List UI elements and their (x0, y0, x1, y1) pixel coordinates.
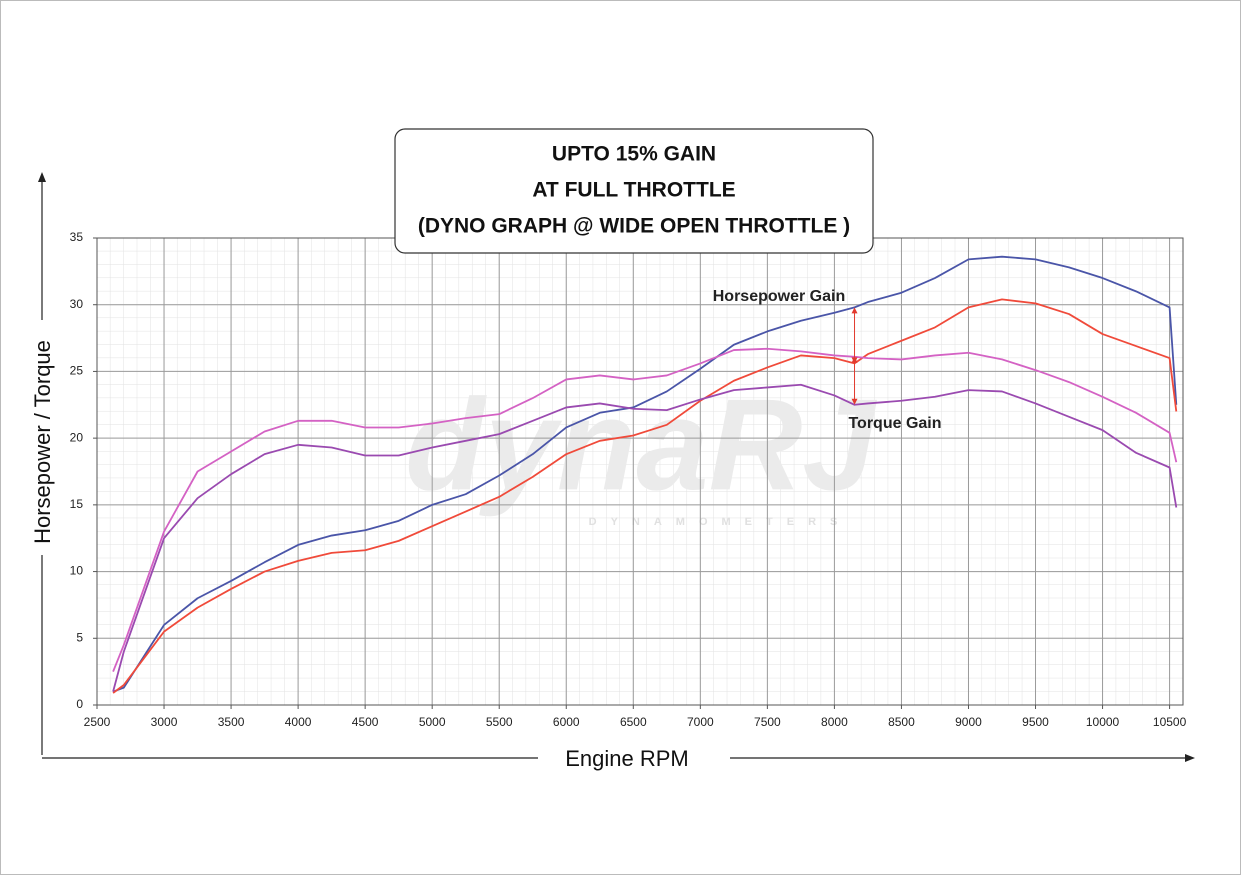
watermark-tagline: DYNAMOMETERS (589, 516, 852, 528)
y-tick-label: 5 (76, 630, 83, 644)
x-tick-label: 10000 (1086, 715, 1120, 729)
y-tick-label: 25 (70, 364, 84, 378)
y-tick-label: 20 (70, 430, 84, 444)
watermark: dynaRJ DYNAMOMETERS (405, 371, 877, 528)
series-line (112, 383, 1178, 692)
y-tick-label: 15 (70, 497, 84, 511)
series-line (112, 347, 1178, 672)
minor-grid (97, 238, 1183, 705)
x-tick-label: 7000 (687, 715, 714, 729)
annotations: Horsepower Gain Torque Gain (713, 288, 942, 432)
y-axis-title: Horsepower / Torque (30, 340, 55, 544)
y-arrow-head (38, 172, 46, 182)
annotation: Torque Gain (848, 415, 941, 432)
x-axis-title: Engine RPM (565, 746, 689, 771)
title-line: (DYNO GRAPH @ WIDE OPEN THROTTLE ) (418, 215, 850, 238)
title-line: UPTO 15% GAIN (552, 143, 716, 166)
x-tick-label: 7500 (754, 715, 781, 729)
y-tick-label: 10 (70, 564, 84, 578)
gain-arrow-head (851, 398, 858, 405)
x-tick-label: 9000 (955, 715, 982, 729)
y-axis-arrow (38, 172, 46, 755)
gain-arrow-head (851, 356, 858, 363)
series-line (112, 255, 1178, 693)
x-tick-label: 4500 (352, 715, 379, 729)
x-tick-label: 2500 (84, 715, 111, 729)
y-tick-label: 0 (76, 697, 83, 711)
x-tick-label: 10500 (1153, 715, 1187, 729)
x-tick-label: 8500 (888, 715, 915, 729)
x-tick-label: 3000 (151, 715, 178, 729)
x-tick-label: 5500 (486, 715, 513, 729)
lines (112, 255, 1178, 694)
x-axis-arrow (42, 754, 1195, 762)
y-tick-label: 30 (70, 297, 84, 311)
x-tick-label: 4000 (285, 715, 312, 729)
title-box (394, 128, 874, 254)
x-tick-label: 3500 (218, 715, 245, 729)
y-tick-label: 35 (70, 230, 84, 244)
gain-arrow-head (851, 307, 858, 314)
title-line: AT FULL THROTTLE (532, 179, 735, 202)
x-tick-label: 5000 (419, 715, 446, 729)
x-tick-label: 9500 (1022, 715, 1049, 729)
annotation: Horsepower Gain (713, 288, 845, 305)
x-arrow-head (1185, 754, 1195, 762)
x-tick-label: 8000 (821, 715, 848, 729)
x-tick-label: 6000 (553, 715, 580, 729)
series-line (112, 298, 1178, 694)
x-tick-label: 6500 (620, 715, 647, 729)
watermark-logo: dynaRJ (405, 371, 877, 517)
